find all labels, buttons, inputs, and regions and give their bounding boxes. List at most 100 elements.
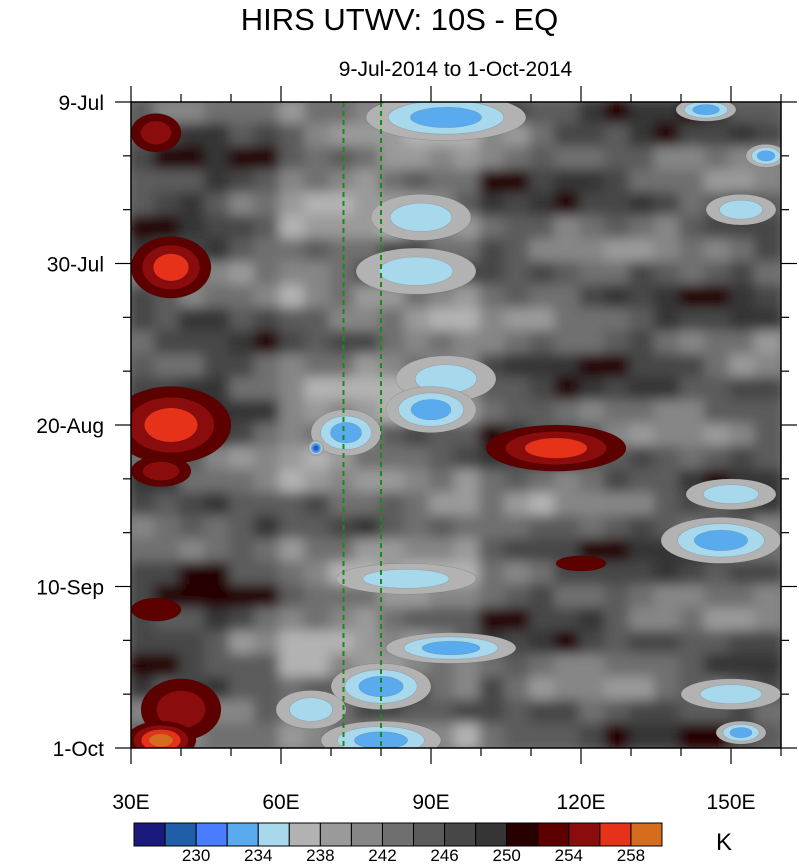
field-cell: [229, 630, 258, 658]
contour-blob: [389, 202, 453, 232]
field-cell: [654, 607, 683, 635]
field-cell: [554, 376, 583, 404]
field-cell: [154, 307, 183, 335]
field-cell: [204, 584, 233, 612]
field-cell: [479, 492, 508, 520]
field-cell: [479, 676, 508, 704]
field-cell: [679, 653, 708, 681]
field-cell: [479, 307, 508, 335]
field-cell: [554, 699, 583, 727]
field-cell: [704, 376, 733, 404]
field-cell: [279, 561, 308, 589]
field-cell: [179, 538, 208, 566]
field-cell: [754, 630, 781, 658]
field-cell: [604, 676, 633, 704]
field-cell: [504, 722, 533, 748]
colorbar-box: [568, 822, 601, 847]
field-cell: [204, 607, 233, 635]
field-cell: [604, 192, 633, 220]
field-cell: [529, 699, 558, 727]
contour-blob: [555, 555, 607, 572]
y-tick-label: 10-Sep: [36, 577, 104, 600]
field-cell: [429, 446, 458, 474]
field-cell: [504, 238, 533, 266]
field-cell: [629, 630, 658, 658]
field-cell: [579, 492, 608, 520]
field-cell: [454, 607, 483, 635]
field-cell: [654, 284, 683, 312]
field-cell: [629, 607, 658, 635]
field-cell: [254, 561, 283, 589]
field-cell: [629, 699, 658, 727]
field-cell: [154, 515, 183, 543]
field-cell: [254, 376, 283, 404]
field-cell: [554, 492, 583, 520]
field-cell: [504, 284, 533, 312]
field-cell: [254, 169, 283, 197]
field-cell: [229, 353, 258, 381]
field-cell: [454, 699, 483, 727]
field-cell: [579, 353, 608, 381]
colorbar-unit: K: [716, 829, 733, 856]
field-cell: [254, 653, 283, 681]
field-cell: [654, 653, 683, 681]
x-tick-label: 150E: [706, 791, 755, 814]
field-cell: [554, 722, 583, 748]
field-cell: [454, 676, 483, 704]
contour-blob: [410, 399, 452, 421]
field-cell: [704, 261, 733, 289]
field-cell: [229, 515, 258, 543]
field-cell: [504, 169, 533, 197]
field-cell: [629, 330, 658, 358]
field-cell: [604, 330, 633, 358]
field-cell: [454, 584, 483, 612]
field-cell: [254, 261, 283, 289]
field-cell: [254, 399, 283, 427]
field-cell: [279, 307, 308, 335]
field-cell: [529, 123, 558, 151]
field-cell: [329, 607, 358, 635]
contour-blob: [330, 422, 362, 444]
contour-blob: [378, 256, 454, 286]
colorbar-box: [599, 822, 632, 847]
field-cell: [304, 169, 333, 197]
field-cell: [179, 215, 208, 243]
contour-blob: [144, 407, 198, 443]
field-cell: [654, 399, 683, 427]
field-cell: [179, 492, 208, 520]
field-cell: [729, 284, 758, 312]
field-cell: [504, 538, 533, 566]
field-cell: [604, 284, 633, 312]
field-cell: [179, 307, 208, 335]
field-cell: [404, 330, 433, 358]
field-cell: [604, 215, 633, 243]
field-cell: [604, 469, 633, 497]
field-cell: [504, 699, 533, 727]
field-cell: [679, 607, 708, 635]
field-cell: [229, 192, 258, 220]
field-cell: [579, 330, 608, 358]
field-cell: [254, 607, 283, 635]
field-cell: [154, 492, 183, 520]
field-cell: [654, 169, 683, 197]
colorbar-label: 258: [617, 846, 645, 864]
field-cell: [404, 607, 433, 635]
field-cell: [604, 169, 633, 197]
field-cell: [454, 492, 483, 520]
field-cell: [729, 307, 758, 335]
field-cell: [179, 102, 208, 128]
field-cell: [654, 376, 683, 404]
field-cell: [679, 192, 708, 220]
field-cell: [329, 123, 358, 151]
field-cell: [179, 515, 208, 543]
field-cell: [529, 584, 558, 612]
contour-blob: [152, 253, 190, 282]
field-cell: [704, 238, 733, 266]
field-cell: [679, 146, 708, 174]
field-cell: [554, 630, 583, 658]
field-cell: [329, 330, 358, 358]
field-cell: [279, 238, 308, 266]
field-cell: [554, 102, 583, 128]
field-cell: [304, 238, 333, 266]
field-cell: [429, 607, 458, 635]
